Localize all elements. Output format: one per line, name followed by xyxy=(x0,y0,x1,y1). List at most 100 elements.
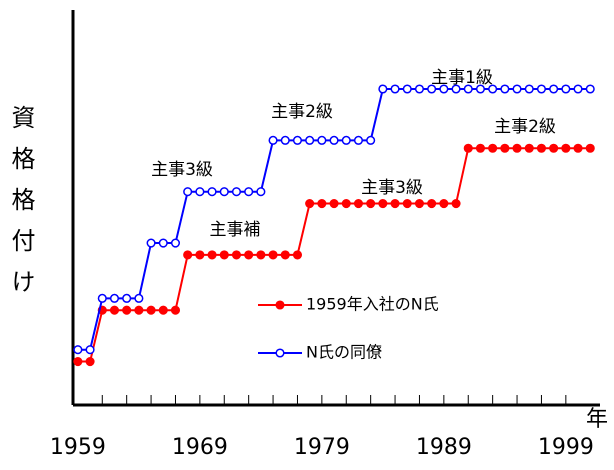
legend-label: N氏の同僚 xyxy=(306,343,382,362)
data-point xyxy=(244,187,254,197)
data-point xyxy=(451,199,461,209)
data-point xyxy=(219,250,229,260)
data-point xyxy=(427,84,437,94)
data-point xyxy=(488,84,498,94)
data-point xyxy=(134,293,144,303)
x-tick-label: 1989 xyxy=(416,435,472,460)
x-tick-label: 1959 xyxy=(50,435,106,460)
data-point xyxy=(170,305,181,315)
x-tick-label: 1969 xyxy=(172,435,228,460)
data-point xyxy=(463,84,473,94)
annotation: 主事2級 xyxy=(494,117,556,137)
data-point xyxy=(329,135,339,145)
y-axis-label: 資格格付け xyxy=(7,105,35,310)
data-point xyxy=(183,187,193,197)
data-point xyxy=(268,250,278,260)
data-point xyxy=(85,345,95,355)
data-point xyxy=(183,250,193,260)
data-point xyxy=(122,305,132,315)
data-point xyxy=(280,135,290,145)
data-point xyxy=(414,199,425,209)
data-point xyxy=(329,199,339,209)
annotation: 主事3級 xyxy=(361,178,423,198)
data-point xyxy=(317,199,327,209)
data-point xyxy=(378,199,388,209)
data-point xyxy=(268,135,278,145)
data-point xyxy=(536,84,546,94)
data-point xyxy=(549,84,559,94)
data-point xyxy=(353,199,364,209)
data-point xyxy=(512,84,522,94)
data-point xyxy=(475,84,485,94)
data-point xyxy=(585,84,595,94)
data-point xyxy=(305,199,315,209)
annotation: 主事1級 xyxy=(431,68,493,88)
data-point xyxy=(85,357,95,367)
annotation: 主事3級 xyxy=(151,160,213,180)
data-point xyxy=(122,293,132,303)
data-point xyxy=(390,84,400,94)
data-point xyxy=(219,187,229,197)
data-point xyxy=(573,143,583,153)
data-point xyxy=(463,143,473,153)
data-point xyxy=(512,143,522,153)
data-point xyxy=(97,293,107,303)
data-point xyxy=(585,143,595,153)
legend-label: 1959年入社のN氏 xyxy=(306,295,439,314)
data-point xyxy=(390,199,400,209)
data-point xyxy=(305,135,315,145)
data-point xyxy=(146,238,156,248)
data-point xyxy=(280,250,290,260)
data-point xyxy=(378,84,388,94)
data-point xyxy=(500,143,510,153)
data-point xyxy=(451,84,461,94)
data-point xyxy=(134,305,144,315)
data-point xyxy=(561,143,571,153)
data-point xyxy=(341,199,351,209)
data-point xyxy=(402,199,412,209)
data-point xyxy=(146,305,156,315)
data-point xyxy=(158,305,168,315)
data-point xyxy=(536,143,546,153)
x-tick-label: 1999 xyxy=(538,435,594,460)
data-point xyxy=(439,84,449,94)
data-point xyxy=(109,293,120,303)
data-point xyxy=(256,250,266,260)
data-point xyxy=(341,135,351,145)
data-point xyxy=(109,305,120,315)
legend-marker xyxy=(275,300,285,310)
data-point xyxy=(366,199,376,209)
data-point xyxy=(524,143,534,153)
data-point xyxy=(549,143,559,153)
data-point xyxy=(207,250,217,260)
data-point xyxy=(256,187,266,197)
data-point xyxy=(292,250,303,260)
data-point xyxy=(488,143,498,153)
data-point xyxy=(366,135,376,145)
data-point xyxy=(73,357,83,367)
series-line xyxy=(77,147,591,363)
data-point xyxy=(414,84,425,94)
data-point xyxy=(439,199,449,209)
data-point xyxy=(573,84,583,94)
data-point xyxy=(195,250,205,260)
data-point xyxy=(73,345,83,355)
annotation: 主事2級 xyxy=(271,102,333,122)
annotation: 主事補 xyxy=(210,220,261,240)
data-point xyxy=(158,238,168,248)
x-axis-label: 年 xyxy=(586,407,608,432)
data-point xyxy=(524,84,534,94)
data-point xyxy=(231,250,242,260)
data-point xyxy=(231,187,242,197)
data-point xyxy=(475,143,485,153)
data-point xyxy=(427,199,437,209)
data-point xyxy=(195,187,205,197)
data-point xyxy=(244,250,254,260)
data-point xyxy=(402,84,412,94)
x-tick-label: 1979 xyxy=(294,435,350,460)
data-point xyxy=(353,135,364,145)
data-point xyxy=(170,238,181,248)
data-point xyxy=(207,187,217,197)
data-point xyxy=(500,84,510,94)
